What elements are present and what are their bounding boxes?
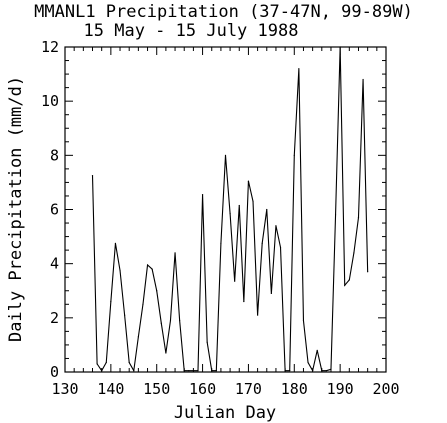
data-point xyxy=(312,370,314,372)
data-point xyxy=(124,314,126,316)
data-point xyxy=(128,361,130,364)
x-tick-label: 180 xyxy=(281,380,308,398)
x-tick-labels: 130 140 150 160 170 180 190 200 xyxy=(51,380,399,398)
data-point xyxy=(206,341,208,343)
data-point xyxy=(270,292,272,295)
x-tick-label: 160 xyxy=(189,380,216,398)
x-axis-label: Julian Day xyxy=(174,403,276,423)
data-point xyxy=(224,154,227,156)
data-point xyxy=(362,78,364,81)
chart-title: MMANL1 Precipitation (37-47N, 99-89W) xyxy=(34,2,413,22)
chart-subtitle: 15 May - 15 July 1988 xyxy=(84,21,299,41)
data-point xyxy=(96,363,98,365)
data-point xyxy=(348,279,350,281)
data-point xyxy=(146,264,149,266)
x-tick-label: 140 xyxy=(97,380,124,398)
y-tick-label: 8 xyxy=(50,146,59,164)
data-point xyxy=(257,314,259,316)
data-point xyxy=(211,370,213,372)
data-point xyxy=(110,300,112,303)
data-point xyxy=(215,370,217,372)
data-point xyxy=(192,370,194,372)
data-point xyxy=(344,284,346,286)
data-point xyxy=(293,154,295,156)
y-tick-label: 4 xyxy=(50,255,59,273)
data-point xyxy=(133,370,135,372)
data-point xyxy=(142,303,144,305)
data-point xyxy=(316,349,318,351)
y-tick-label: 0 xyxy=(50,363,59,381)
y-tick-label: 2 xyxy=(50,309,59,327)
x-tick-label: 130 xyxy=(51,380,78,398)
data-point xyxy=(165,352,167,354)
data-point xyxy=(307,361,309,364)
data-point xyxy=(339,46,341,48)
data-point xyxy=(114,242,117,244)
data-point xyxy=(169,319,172,322)
data-point xyxy=(357,217,360,219)
data-point xyxy=(220,242,222,244)
data-point xyxy=(252,200,254,202)
x-tick-label: 190 xyxy=(327,380,354,398)
data-point xyxy=(284,370,286,372)
data-point xyxy=(275,225,277,227)
x-tick-label: 170 xyxy=(235,380,262,398)
data-point xyxy=(261,242,263,244)
y-tick-labels: 0 2 4 6 8 10 12 xyxy=(41,38,59,381)
data-point xyxy=(238,204,240,207)
data-point xyxy=(279,246,282,249)
data-point xyxy=(197,370,199,372)
data-point xyxy=(188,370,190,372)
data-point xyxy=(174,252,176,254)
x-tick-label: 200 xyxy=(372,380,399,398)
data-point xyxy=(325,370,327,372)
y-tick-label: 6 xyxy=(50,201,59,219)
data-point xyxy=(367,271,369,273)
data-points xyxy=(91,46,369,372)
data-point xyxy=(229,212,231,215)
x-tick-label: 150 xyxy=(143,380,170,398)
data-point xyxy=(105,361,107,364)
data-point xyxy=(298,68,300,70)
y-tick-label: 10 xyxy=(41,92,59,110)
precipitation-series-line xyxy=(91,46,369,373)
data-point xyxy=(289,370,291,372)
y-axis-label: Daily Precipitation (mm/d) xyxy=(6,76,26,342)
data-point xyxy=(353,252,355,254)
data-point xyxy=(330,368,332,370)
data-point xyxy=(137,336,139,338)
data-point xyxy=(247,180,250,182)
data-point xyxy=(119,269,121,272)
data-point xyxy=(302,319,305,322)
data-point xyxy=(160,322,162,324)
plot-frame xyxy=(64,46,387,373)
data-point xyxy=(101,370,103,372)
axis-ticks xyxy=(64,46,387,373)
data-point xyxy=(266,208,268,211)
data-point xyxy=(321,370,323,372)
data-point xyxy=(179,319,181,322)
data-point xyxy=(201,194,204,196)
data-point xyxy=(156,290,158,292)
data-point xyxy=(334,214,337,216)
y-tick-label: 12 xyxy=(41,38,59,56)
data-point xyxy=(243,300,245,303)
data-point xyxy=(183,370,185,372)
data-point xyxy=(234,280,236,282)
data-point xyxy=(91,175,94,177)
data-point xyxy=(151,268,153,270)
